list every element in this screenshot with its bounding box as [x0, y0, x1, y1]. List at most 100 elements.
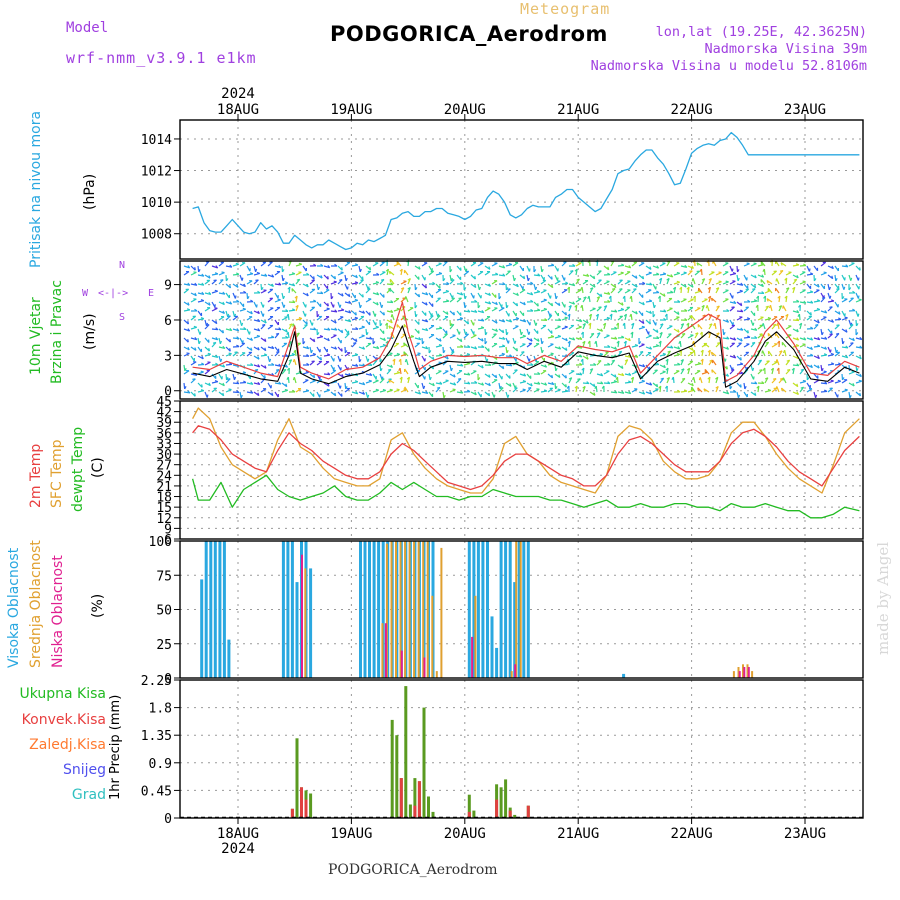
wind-arrow-head	[803, 300, 807, 304]
wind-arrow-head	[649, 310, 652, 314]
wind-arrow-head	[375, 388, 379, 391]
y-tick-label: 9	[164, 279, 172, 294]
wind-arrow-head	[295, 304, 299, 308]
wind-arrow-head	[635, 354, 639, 358]
x-tick-label-top: 21AUG	[557, 102, 599, 118]
wind-arrow-head	[581, 367, 585, 371]
high-cloud-bar	[522, 541, 526, 678]
panel-2-frame	[179, 400, 864, 540]
wind-arrow-head	[500, 387, 504, 389]
x-tick-label-bottom: 22AUG	[671, 826, 713, 842]
panel-0-grid: 1008 1010 1012 1014	[141, 120, 863, 259]
wind-arrow-head	[288, 359, 292, 362]
wind-arrow-head	[194, 393, 196, 397]
high-cloud-bar	[517, 541, 521, 678]
wind-arrow-head	[285, 354, 289, 357]
wind-arrow-head	[418, 266, 421, 270]
wind-arrow-head	[207, 352, 211, 355]
wind-arrow-head	[442, 350, 446, 354]
x-tick-label-bottom: 20AUG	[444, 826, 486, 842]
wind-arrow-head	[187, 339, 189, 343]
wind-arrow-head	[778, 305, 782, 308]
wind-arrow-head	[648, 271, 652, 274]
low-cloud-bar	[471, 636, 474, 678]
wind-arrow-head	[452, 388, 456, 391]
wind-arrow-head	[541, 268, 544, 273]
wind-arrow-head	[236, 299, 240, 303]
wind-arrow-head	[677, 389, 681, 393]
wind-arrow-head	[327, 372, 331, 376]
wind-arrow-head	[523, 301, 526, 306]
y-tick-label: 0	[164, 385, 172, 400]
wind-arrow-head	[418, 293, 421, 298]
wind-arrow-head	[777, 340, 780, 344]
wind-arrow-head	[264, 375, 266, 379]
mid-cloud-bar	[417, 541, 420, 678]
wind-arrow-head	[659, 331, 663, 335]
temp-sfc-label: SFC Temp	[49, 439, 65, 508]
wind-arrow-head	[784, 277, 788, 281]
wind-arrow-head	[555, 386, 558, 390]
wind-arrow-head	[824, 346, 828, 350]
wind-arrow-head	[344, 350, 348, 354]
wind-arrow-head	[797, 313, 800, 317]
wind-arrow-head	[467, 372, 471, 376]
wind-arrow-head	[824, 310, 828, 314]
wind-arrow-head	[428, 350, 432, 354]
wind-arrow-head	[859, 373, 862, 377]
wind-arrow-head	[630, 376, 634, 380]
wind-arrow-head	[668, 333, 672, 335]
wind-arrow-head	[493, 394, 496, 398]
wind-arrow-head	[327, 276, 329, 280]
wind-arrow-head	[642, 301, 645, 306]
wind-arrow-head	[341, 373, 344, 378]
wind-arrow-head	[859, 355, 862, 360]
wind-arrow-head	[495, 374, 498, 379]
wind-arrow-head	[800, 368, 804, 371]
high-cloud-bar	[486, 541, 489, 678]
wind-arrow-head	[726, 391, 730, 395]
wind-arrow-head	[341, 329, 344, 334]
wind-arrow-head	[831, 319, 835, 323]
wind-arrow-head	[236, 336, 240, 340]
wind-arrow-head	[845, 355, 849, 359]
wind-arrow-head	[587, 340, 591, 344]
wind-arrow-head	[488, 374, 491, 378]
wind-arrow-head	[589, 287, 594, 290]
wind-arrow-head	[439, 353, 443, 356]
high-cloud-bar	[286, 541, 290, 678]
wind-arrow-head	[753, 262, 757, 265]
wind-arrow-head	[718, 271, 722, 274]
wind-arrow-head	[249, 272, 254, 275]
wind-arrow-head	[236, 381, 240, 385]
wind-arrow-head	[816, 307, 821, 311]
wind-arrow-head	[588, 313, 592, 317]
wind-arrow-head	[507, 394, 510, 398]
wind-arrow-head	[277, 298, 281, 301]
wind-arrow-head	[652, 314, 656, 318]
wind-arrow-head	[782, 349, 786, 354]
wind-arrow-head	[791, 367, 795, 371]
wind-arrow-head	[537, 381, 541, 385]
wind-arrow-head	[796, 309, 800, 314]
wind-arrow-head	[609, 313, 613, 317]
wind-arrow-head	[686, 286, 690, 290]
wind-arrow-head	[740, 338, 743, 342]
wind-arrow-head	[262, 313, 265, 317]
wind-arrow-head	[354, 316, 358, 319]
y-tick-label: 21	[156, 480, 172, 495]
wind-arrow-head	[184, 367, 187, 372]
wind-arrow-head	[474, 276, 476, 280]
high-cloud-bar	[490, 616, 494, 678]
wind-arrow-head	[550, 361, 554, 364]
wind-arrow-head	[187, 282, 191, 286]
mid-cloud-bar	[440, 547, 443, 678]
y-tick-label: 18	[156, 491, 172, 506]
wind-arrow-head	[446, 311, 449, 315]
wind-arrow-head	[362, 294, 364, 298]
wind-arrow-head	[257, 381, 261, 385]
wind-arrow-head	[829, 295, 832, 299]
wind-arrow-head	[376, 292, 380, 296]
wind-arrow-head	[606, 334, 610, 337]
wind-arrow-head	[282, 277, 285, 282]
